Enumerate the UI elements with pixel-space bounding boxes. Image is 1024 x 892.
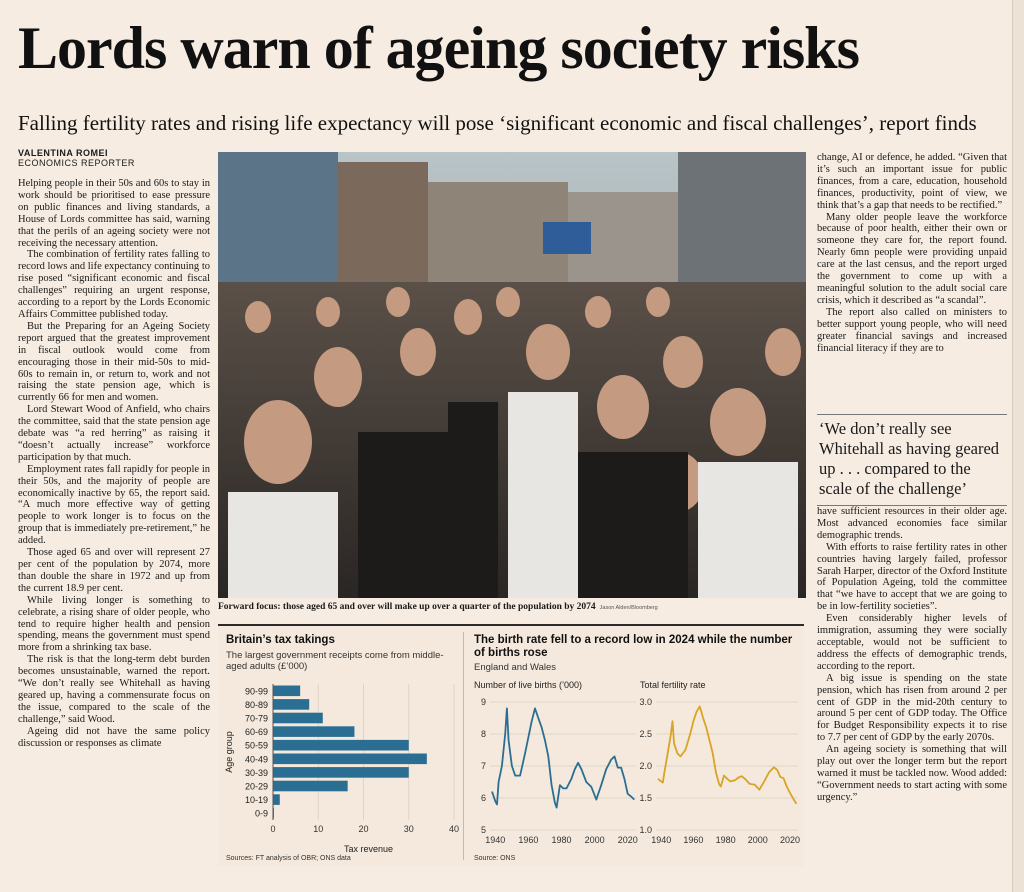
y-tick-label: 6 <box>481 793 486 803</box>
chart-source-births: Source: ONS <box>474 855 516 862</box>
chart-title-tax: Britain’s tax takings <box>226 634 335 646</box>
y-tick-label: 1.5 <box>639 793 652 803</box>
y-tick-label: 3.0 <box>639 697 652 707</box>
y-tick-label: 7 <box>481 761 486 771</box>
chart-source-tax: Sources: FT analysis of OBR; ONS data <box>226 855 351 862</box>
x-tick-label: 20 <box>358 824 368 834</box>
paragraph: Many older people leave the workforce be… <box>817 211 1007 306</box>
tax-bar-chart: 0 10 20 30 40 90-99 80-89 70-79 60-69 50-59 40-49 3… <box>224 684 459 854</box>
headline: Lords warn of ageing society risks <box>18 15 860 81</box>
y-tick-label: 60-69 <box>245 727 268 737</box>
y-tick-label: 40-49 <box>245 754 268 764</box>
bar <box>273 739 409 751</box>
paragraph: Employment rates fall rapidly for people… <box>18 463 210 547</box>
x-tick-label: 2000 <box>748 835 768 845</box>
photo-caption: Forward focus: those aged 65 and over wi… <box>218 602 806 614</box>
x-tick-label: 2020 <box>618 835 638 845</box>
x-tick-label: 2000 <box>585 835 605 845</box>
bar <box>273 726 355 737</box>
x-tick-label: 1980 <box>552 835 572 845</box>
y-tick-label: 2.0 <box>639 761 652 771</box>
y-tick-label: 9 <box>481 697 486 707</box>
y-tick-label: 10-19 <box>245 795 268 805</box>
y-tick-label: 2.5 <box>639 729 652 739</box>
page-edge <box>1012 0 1024 892</box>
x-tick-label: 0 <box>270 824 275 834</box>
births-line <box>491 707 635 809</box>
x-axis-label: Tax revenue <box>344 844 393 854</box>
paragraph: have sufficient resources in their older… <box>817 506 1007 541</box>
article-column-3-continued: have sufficient resources in their older… <box>817 506 1007 892</box>
y-tick-label: 0-9 <box>255 809 268 819</box>
commuters-photo <box>218 152 806 598</box>
article-column-3: change, AI or defence, he added. “Given … <box>817 152 1007 412</box>
chart-subtitle-tax: The largest government receipts come fro… <box>226 650 444 672</box>
charts-panel: Britain’s tax takings The largest govern… <box>218 624 804 866</box>
chart-divider <box>463 632 464 860</box>
bar <box>273 685 301 697</box>
x-tick-label: 10 <box>313 824 323 834</box>
fertility-line <box>657 705 798 805</box>
panel-label: Total fertility rate <box>640 680 706 690</box>
x-tick-label: 2020 <box>780 835 800 845</box>
paragraph: But the Preparing for an Ageing Society … <box>18 320 210 404</box>
standfirst: Falling fertility rates and rising life … <box>18 111 977 135</box>
y-axis-label: Age group <box>224 731 234 773</box>
paragraph: Those aged 65 and over will represent 27… <box>18 547 210 594</box>
x-tick-label: 40 <box>449 824 459 834</box>
bar <box>273 753 427 765</box>
paragraph: The combination of fertility rates falli… <box>18 249 210 320</box>
paragraph: Lord Stewart Wood of Anfield, who chairs… <box>18 404 210 463</box>
bar <box>273 767 409 778</box>
byline-name: VALENTINA ROMEI <box>18 148 108 158</box>
chart-subtitle-births: England and Wales <box>474 662 557 673</box>
y-tick-label: 50-59 <box>245 741 268 751</box>
y-tick-label: 90-99 <box>245 686 268 696</box>
paragraph: Helping people in their 50s and 60s to s… <box>18 178 210 249</box>
y-tick-label: 8 <box>481 729 486 739</box>
y-tick-label: 20-29 <box>245 782 268 792</box>
y-tick-label: 80-89 <box>245 700 268 710</box>
y-tick-label: 1.0 <box>639 825 652 835</box>
births-line-charts: Number of live births (’000) 5 6 7 8 9 1940 196… <box>474 680 800 845</box>
chart-title-births: The birth rate fell to a record low in 2… <box>474 634 793 659</box>
photo-credit: Jason Alden/Bloomberg <box>599 605 658 611</box>
paragraph: Even considerably higher levels of immig… <box>817 613 1007 672</box>
bar <box>273 699 310 710</box>
paragraph: The risk is that the long-term debt burd… <box>18 654 210 725</box>
byline-role: ECONOMICS REPORTER <box>18 158 135 168</box>
paragraph: The report also called on ministers to b… <box>817 306 1007 354</box>
x-tick-label: 1960 <box>518 835 538 845</box>
x-tick-label: 1980 <box>716 835 736 845</box>
bar <box>273 780 348 792</box>
panel-label: Number of live births (’000) <box>474 680 582 690</box>
article-column-1: Helping people in their 50s and 60s to s… <box>18 178 210 892</box>
pull-quote: ‘We don’t really see Whitehall as having… <box>817 414 1007 506</box>
byline: VALENTINA ROMEI ECONOMICS REPORTER <box>18 148 135 168</box>
paragraph: A big issue is spending on the state pen… <box>817 672 1007 744</box>
bar <box>273 712 323 724</box>
x-tick-label: 30 <box>404 824 414 834</box>
paragraph: While living longer is something to cele… <box>18 594 210 654</box>
y-tick-label: 70-79 <box>245 714 268 724</box>
y-tick-label: 30-39 <box>245 768 268 778</box>
bar <box>273 794 280 805</box>
paragraph: An ageing society is something that will… <box>817 744 1007 803</box>
x-tick-label: 1940 <box>651 835 671 845</box>
paragraph: change, AI or defence, he added. “Given … <box>817 152 1007 211</box>
x-tick-label: 1960 <box>683 835 703 845</box>
caption-text: Forward focus: those aged 65 and over wi… <box>218 602 596 612</box>
x-tick-label: 1940 <box>485 835 505 845</box>
y-tick-label: 5 <box>481 825 486 835</box>
paragraph: Ageing did not have the same policy disc… <box>18 725 210 749</box>
paragraph: With efforts to raise fertility rates in… <box>817 541 1007 613</box>
